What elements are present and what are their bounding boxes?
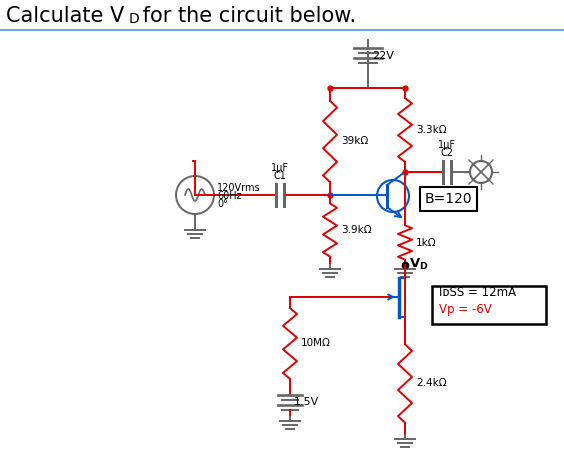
Text: 1μF: 1μF	[271, 163, 289, 173]
Text: D: D	[129, 12, 140, 26]
Text: 1kΩ: 1kΩ	[416, 237, 437, 247]
Text: 0°: 0°	[217, 199, 228, 209]
Text: B=120: B=120	[425, 192, 473, 206]
Text: 39kΩ: 39kΩ	[341, 137, 368, 146]
FancyBboxPatch shape	[432, 286, 546, 324]
Text: 10MΩ: 10MΩ	[301, 339, 331, 349]
Text: C2: C2	[440, 148, 453, 158]
Text: 2.4kΩ: 2.4kΩ	[416, 379, 447, 389]
Text: 3.3kΩ: 3.3kΩ	[416, 125, 447, 135]
Text: C1: C1	[274, 171, 287, 181]
Text: $\mathbf{V_D}$: $\mathbf{V_D}$	[409, 256, 429, 272]
Text: 60Hz: 60Hz	[217, 191, 241, 201]
Text: 22V: 22V	[372, 51, 394, 61]
Text: 3.9kΩ: 3.9kΩ	[341, 225, 372, 235]
Text: 1μF: 1μF	[438, 140, 456, 150]
Text: Vp = -6V: Vp = -6V	[439, 302, 492, 316]
Text: IᴅSS = 12mA: IᴅSS = 12mA	[439, 285, 516, 299]
Text: for the circuit below.: for the circuit below.	[136, 6, 356, 26]
Text: 120Vrms: 120Vrms	[217, 183, 261, 193]
Text: 1.5V: 1.5V	[294, 397, 319, 407]
Text: Calculate V: Calculate V	[6, 6, 124, 26]
